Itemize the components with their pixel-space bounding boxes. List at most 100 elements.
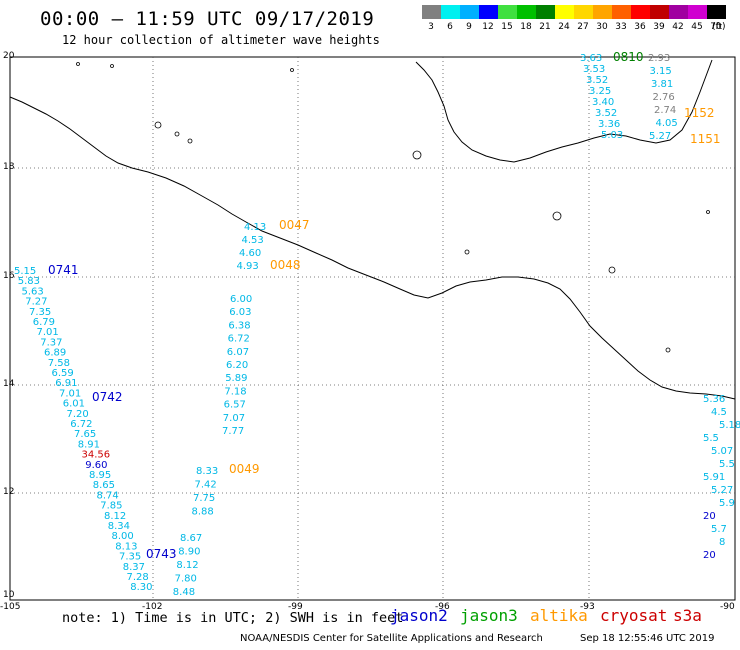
satellite-jason3: jason3 — [460, 606, 518, 625]
swh-value: 7.35 — [119, 552, 141, 563]
swh-value: 2.76 — [653, 92, 675, 103]
swh-value: 5.07 — [711, 446, 733, 457]
pass-time-0743: 0743 — [146, 547, 177, 561]
credit-line: NOAA/NESDIS Center for Satellite Applica… — [240, 633, 543, 644]
legend-label: 30 — [596, 22, 608, 32]
swh-value: 3.81 — [651, 79, 673, 90]
legend-label: 42 — [672, 22, 684, 32]
legend-label: 15 — [501, 22, 513, 32]
legend-swatch — [688, 5, 707, 19]
legend-label: 18 — [520, 22, 532, 32]
legend-unit: (ft) — [712, 22, 726, 32]
swh-value: 9.60 — [85, 460, 107, 471]
swh-value: 7.01 — [37, 327, 59, 338]
swh-value: 7.20 — [67, 409, 89, 420]
coastline-pacific — [9, 96, 736, 400]
swh-value: 7.42 — [195, 480, 217, 491]
footer-note: note: 1) Time is in UTC; 2) SWH is in fe… — [62, 610, 404, 626]
legend-label: 70 — [710, 22, 722, 32]
swh-value: 8.65 — [93, 480, 115, 491]
legend-swatch — [612, 5, 631, 19]
legend-label: 9 — [466, 22, 472, 32]
altimeter-track-labels: 5.155.835.637.277.356.797.017.376.897.58… — [14, 50, 740, 598]
legend-swatch — [460, 5, 479, 19]
swh-value: 8.30 — [130, 582, 152, 593]
swh-value: 8.88 — [192, 507, 214, 518]
legend-swatch — [555, 5, 574, 19]
swh-value: 8.95 — [89, 470, 111, 481]
swh-value: 3.40 — [592, 97, 614, 108]
latitude-tick: 16 — [3, 271, 15, 281]
latitude-tick: 14 — [3, 379, 15, 389]
swh-value: 6.57 — [224, 400, 246, 411]
swh-value: 7.75 — [193, 493, 215, 504]
legend-swatch — [422, 5, 441, 19]
swh-value: 3.15 — [650, 66, 672, 77]
swh-value: 2.74 — [654, 105, 676, 116]
legend-label: 21 — [539, 22, 551, 32]
latitude-tick: 20 — [3, 51, 15, 61]
swh-value: 6.07 — [227, 347, 249, 358]
swh-value: 6.20 — [226, 360, 248, 371]
swh-value: 5.5 — [719, 459, 735, 470]
swh-value: 6.72 — [228, 334, 250, 345]
swh-value: 5.27 — [711, 485, 733, 496]
pass-time-1152: 1152 — [684, 106, 715, 120]
swh-value: 5.27 — [649, 131, 671, 142]
swh-value: 7.18 — [224, 386, 246, 397]
legend-swatch — [441, 5, 460, 19]
swh-value: 4.5 — [711, 407, 727, 418]
swh-value: 5.91 — [703, 472, 725, 483]
longitude-tick: -105 — [0, 602, 21, 612]
swh-value: 34.56 — [82, 450, 111, 461]
coastline-gulf — [415, 59, 713, 163]
islands — [76, 62, 710, 353]
legend-label: 45 — [691, 22, 703, 32]
swh-value: 6.89 — [44, 348, 66, 359]
swh-value: 8.67 — [180, 533, 202, 544]
swh-value: 5.63 — [22, 286, 44, 297]
swh-value: 6.72 — [70, 419, 92, 430]
swh-value: 3.52 — [586, 75, 608, 86]
swh-value: 8.90 — [178, 547, 200, 558]
swh-value: 5.18 — [719, 420, 740, 431]
generated-timestamp: Sep 18 12:55:46 UTC 2019 — [580, 633, 715, 644]
latitude-tick: 10 — [3, 590, 15, 600]
legend-swatch — [498, 5, 517, 19]
swh-value: 6.38 — [228, 320, 250, 331]
swh-value: 8.37 — [123, 562, 145, 573]
swh-value: 5.5 — [703, 433, 719, 444]
map-title: 00:00 – 11:59 UTC 09/17/2019 — [40, 8, 375, 30]
swh-value: 4.13 — [244, 222, 266, 233]
legend-swatch — [593, 5, 612, 19]
legend-swatch — [650, 5, 669, 19]
swh-value: 8.48 — [173, 587, 195, 598]
swh-value: 20 — [703, 511, 716, 522]
longitude-tick: -102 — [142, 602, 163, 612]
swh-value: 3.25 — [589, 86, 611, 97]
swh-value: 8.34 — [108, 521, 130, 532]
swh-value: 20 — [703, 550, 716, 561]
swh-value: 5.03 — [601, 130, 623, 141]
longitude-tick: -90 — [720, 602, 735, 612]
latitude-tick: 18 — [3, 162, 15, 172]
longitude-tick: -99 — [288, 602, 303, 612]
swh-value: 8.12 — [104, 511, 126, 522]
legend-label: 33 — [615, 22, 627, 32]
swh-value: 8 — [719, 537, 725, 548]
legend-swatch — [669, 5, 688, 19]
pass-time-0048: 0048 — [270, 258, 301, 272]
swh-value: 7.85 — [100, 501, 122, 512]
pass-time-0742: 0742 — [92, 390, 123, 404]
swh-value: 7.37 — [40, 337, 62, 348]
legend-swatch — [517, 5, 536, 19]
pass-time-0049: 0049 — [229, 462, 260, 476]
legend-label: 3 — [428, 22, 434, 32]
grid-lines — [10, 57, 735, 600]
legend-label: 12 — [482, 22, 494, 32]
legend-swatch — [631, 5, 650, 19]
swh-value: 8.13 — [115, 541, 137, 552]
swh-value: 5.7 — [711, 524, 727, 535]
swh-value: 7.35 — [29, 307, 51, 318]
